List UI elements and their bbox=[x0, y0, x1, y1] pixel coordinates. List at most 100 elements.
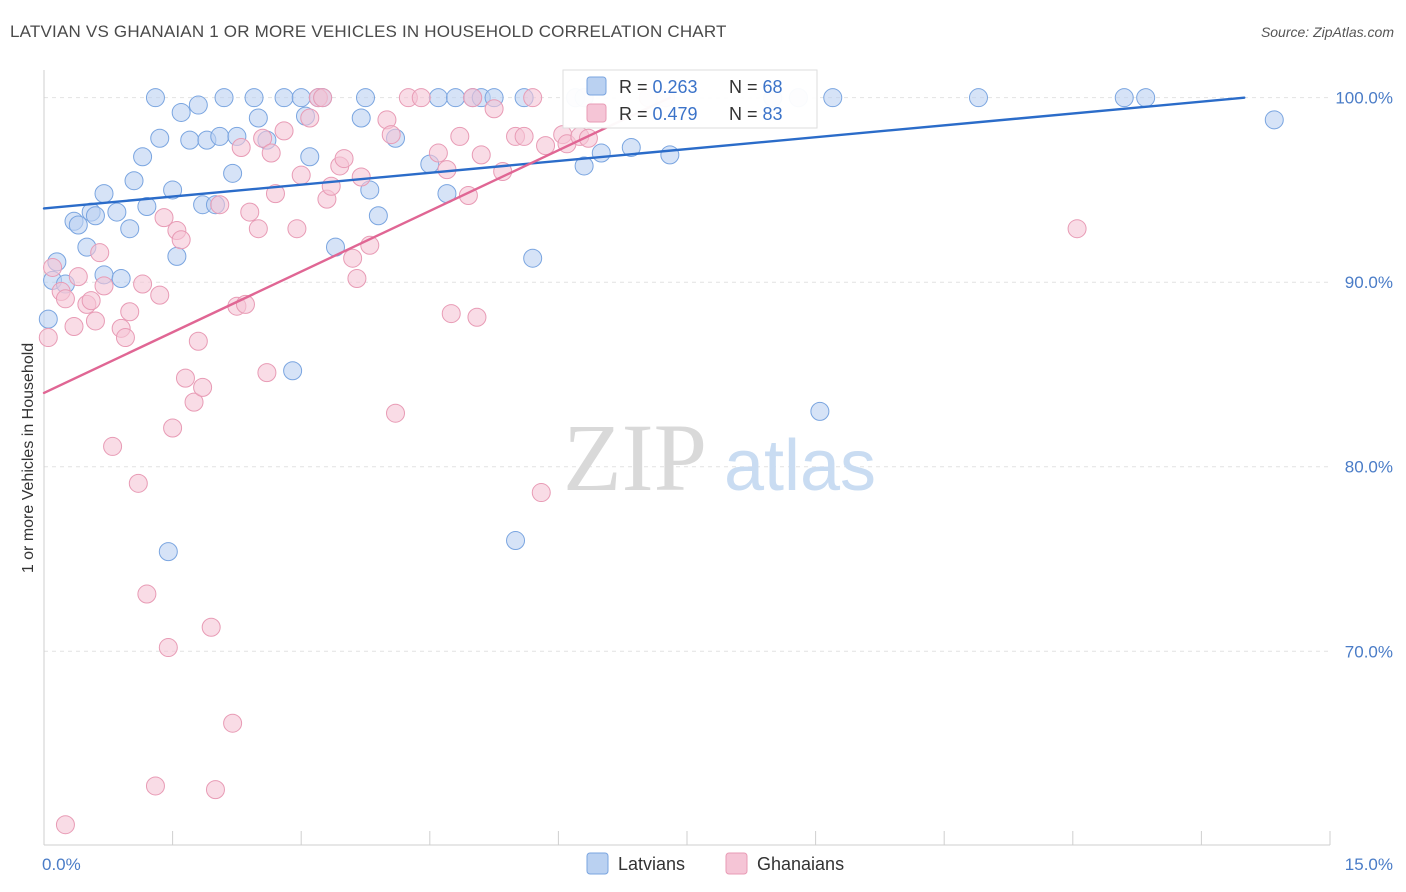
point-ghanaians-21 bbox=[158, 638, 178, 658]
point-latvians-34 bbox=[274, 88, 294, 108]
point-ghanaians-26 bbox=[184, 392, 204, 412]
point-latvians-38 bbox=[300, 147, 320, 167]
point-latvians-48 bbox=[428, 88, 448, 108]
trend-line-ghanaians bbox=[42, 96, 672, 395]
legend-n-value-latvians: 68 bbox=[763, 77, 783, 97]
point-ghanaians-40 bbox=[261, 143, 281, 163]
point-latvians-66 bbox=[810, 401, 830, 421]
point-ghanaians-69 bbox=[484, 99, 504, 119]
watermark: ZIP atlas bbox=[563, 404, 876, 511]
point-ghanaians-1 bbox=[43, 257, 63, 277]
point-latvians-20 bbox=[167, 246, 187, 266]
point-latvians-21 bbox=[171, 102, 191, 122]
point-latvians-16 bbox=[137, 197, 157, 217]
point-latvians-31 bbox=[244, 88, 264, 108]
point-ghanaians-61 bbox=[428, 143, 448, 163]
chart-title: LATVIAN VS GHANAIAN 1 OR MORE VEHICLES I… bbox=[10, 22, 727, 41]
point-ghanaians-63 bbox=[441, 304, 461, 324]
point-latvians-65 bbox=[823, 88, 843, 108]
point-ghanaians-66 bbox=[463, 88, 483, 108]
point-latvians-50 bbox=[446, 88, 466, 108]
point-ghanaians-52 bbox=[343, 248, 363, 268]
point-ghanaians-3 bbox=[55, 289, 75, 309]
svg-text:R = 0.479: R = 0.479 bbox=[619, 104, 698, 124]
point-ghanaians-37 bbox=[248, 219, 268, 239]
point-ghanaians-15 bbox=[128, 473, 148, 493]
point-ghanaians-20 bbox=[154, 208, 174, 228]
point-ghanaians-57 bbox=[381, 125, 401, 145]
tick-labels: 100.0% 90.0% 80.0% 70.0% 0.0% 15.0% bbox=[42, 89, 1393, 874]
point-latvians-67 bbox=[968, 88, 988, 108]
point-ghanaians-39 bbox=[257, 363, 277, 383]
point-latvians-32 bbox=[248, 108, 268, 128]
trend-layer bbox=[42, 96, 1246, 395]
chart-source: Source: ZipAtlas.com bbox=[1260, 24, 1394, 40]
legend-box: R = 0.263 N = 68 R = 0.479 N = 83 bbox=[562, 69, 818, 129]
point-latvians-28 bbox=[214, 88, 234, 108]
point-latvians-18 bbox=[150, 128, 170, 148]
point-ghanaians-43 bbox=[287, 219, 307, 239]
point-ghanaians-16 bbox=[133, 274, 153, 294]
point-ghanaians-31 bbox=[210, 195, 230, 215]
point-ghanaians-53 bbox=[347, 269, 367, 289]
point-ghanaians-9 bbox=[90, 243, 110, 263]
point-latvians-56 bbox=[523, 248, 543, 268]
bottom-legend: Latvians Ghanaians bbox=[586, 852, 844, 875]
legend-r-value-ghanaians: 0.479 bbox=[653, 104, 698, 124]
point-ghanaians-34 bbox=[231, 138, 251, 157]
point-latvians-70 bbox=[1264, 110, 1284, 130]
point-ghanaians-42 bbox=[274, 121, 294, 141]
y-tick-label-3: 70.0% bbox=[1345, 642, 1393, 661]
point-latvians-71 bbox=[158, 542, 178, 562]
point-ghanaians-32 bbox=[223, 713, 243, 733]
svg-text:R = 0.263: R = 0.263 bbox=[619, 77, 698, 97]
point-ghanaians-30 bbox=[205, 780, 225, 800]
point-latvians-8 bbox=[85, 206, 105, 226]
point-ghanaians-72 bbox=[514, 126, 534, 146]
point-latvians-68 bbox=[1114, 88, 1134, 108]
point-ghanaians-4 bbox=[64, 316, 84, 336]
point-ghanaians-36 bbox=[240, 202, 260, 222]
point-ghanaians-82 bbox=[1067, 219, 1087, 239]
axes-layer bbox=[43, 70, 1331, 846]
point-latvians-42 bbox=[351, 108, 371, 128]
point-latvians-19 bbox=[163, 180, 183, 200]
points-layer bbox=[38, 88, 1284, 835]
point-ghanaians-47 bbox=[313, 88, 333, 108]
point-ghanaians-24 bbox=[171, 230, 191, 250]
point-latvians-12 bbox=[111, 269, 131, 289]
point-latvians-61 bbox=[621, 138, 641, 157]
point-ghanaians-58 bbox=[386, 403, 406, 423]
point-ghanaians-18 bbox=[145, 776, 165, 796]
point-ghanaians-27 bbox=[188, 331, 208, 351]
point-ghanaians-28 bbox=[193, 377, 213, 397]
point-ghanaians-7 bbox=[81, 291, 101, 311]
point-latvians-36 bbox=[291, 88, 311, 108]
point-ghanaians-13 bbox=[115, 328, 135, 348]
legend-swatch-latvians bbox=[586, 76, 607, 96]
point-latvians-69 bbox=[1136, 88, 1156, 108]
point-ghanaians-83 bbox=[55, 815, 75, 835]
point-ghanaians-29 bbox=[201, 617, 221, 637]
point-latvians-15 bbox=[133, 147, 153, 167]
point-latvians-0 bbox=[38, 309, 58, 329]
point-latvians-9 bbox=[94, 184, 114, 204]
y-tick-label-1: 90.0% bbox=[1345, 273, 1393, 292]
point-ghanaians-0 bbox=[38, 328, 58, 348]
y-tick-label-2: 80.0% bbox=[1345, 458, 1393, 477]
legend-r-label-latvians: R = bbox=[619, 77, 653, 97]
point-ghanaians-11 bbox=[103, 436, 123, 456]
point-latvians-35 bbox=[283, 361, 303, 381]
point-ghanaians-19 bbox=[150, 285, 170, 305]
point-latvians-17 bbox=[145, 88, 165, 108]
legend-swatch-ghanaians bbox=[586, 103, 607, 123]
point-latvians-27 bbox=[210, 126, 230, 146]
bottom-legend-label-latvians: Latvians bbox=[618, 854, 685, 874]
point-latvians-14 bbox=[124, 171, 144, 191]
svg-text:N = 83: N = 83 bbox=[729, 104, 783, 124]
point-latvians-62 bbox=[660, 145, 680, 165]
point-ghanaians-45 bbox=[300, 108, 320, 128]
point-ghanaians-8 bbox=[85, 311, 105, 331]
watermark-atlas: atlas bbox=[724, 426, 876, 506]
